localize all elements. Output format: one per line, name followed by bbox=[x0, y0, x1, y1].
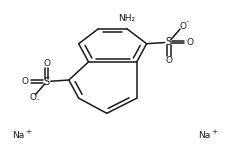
Text: O: O bbox=[43, 59, 50, 68]
Text: Na: Na bbox=[198, 131, 210, 140]
Text: O: O bbox=[179, 22, 187, 31]
Text: S: S bbox=[44, 77, 50, 87]
Text: O: O bbox=[187, 38, 194, 47]
Text: ⁻: ⁻ bbox=[35, 96, 39, 105]
Text: NH₂: NH₂ bbox=[118, 14, 135, 22]
Text: +: + bbox=[26, 129, 32, 135]
Text: O: O bbox=[22, 77, 28, 86]
Text: Na: Na bbox=[12, 131, 24, 140]
Text: O: O bbox=[165, 56, 172, 65]
Text: +: + bbox=[212, 129, 218, 135]
Text: ⁻: ⁻ bbox=[186, 19, 190, 28]
Text: S: S bbox=[166, 37, 172, 47]
Text: O: O bbox=[29, 93, 36, 102]
